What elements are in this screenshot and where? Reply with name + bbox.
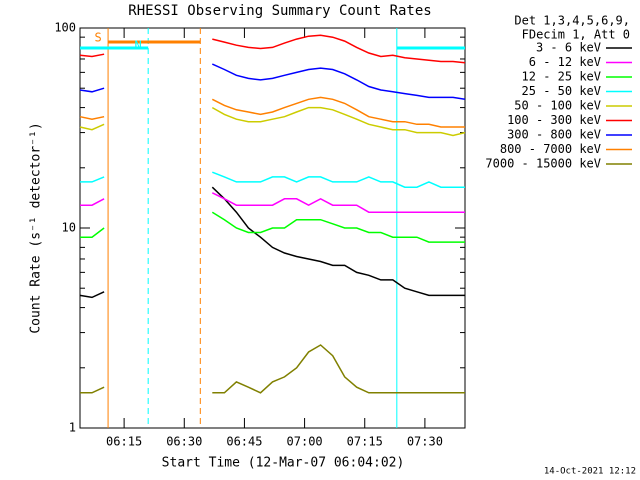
x-axis-label: Start Time (12-Mar-07 06:04:02) xyxy=(162,456,405,471)
y-tick-label: 1 xyxy=(69,421,76,435)
x-tick-label: 07:00 xyxy=(287,435,323,449)
series-line xyxy=(79,34,466,64)
annotation: S xyxy=(94,31,101,45)
legend-label: 12 - 25 keV xyxy=(522,70,601,84)
x-tick-label: 06:15 xyxy=(106,435,142,449)
legend-label: 300 - 800 keV xyxy=(507,128,601,142)
y-axis-label: Count Rate (s⁻¹ detector⁻¹) xyxy=(29,122,44,333)
y-tick-label: 100 xyxy=(54,21,76,35)
legend-header: FDecim 1, Att 0 xyxy=(522,28,630,42)
series-line xyxy=(80,171,465,188)
series-line xyxy=(80,211,465,243)
x-tick-label: 07:15 xyxy=(347,435,383,449)
x-tick-label: 06:30 xyxy=(166,435,202,449)
legend-label: 100 - 300 keV xyxy=(507,113,601,127)
x-tick-label: 07:30 xyxy=(407,435,443,449)
footer: 14-Oct-2021 12:12 xyxy=(544,467,636,477)
series-line xyxy=(80,192,465,213)
series-line xyxy=(79,106,466,137)
legend-label: 7000 - 15000 keV xyxy=(485,157,601,171)
legend-label: 6 - 12 keV xyxy=(529,55,601,69)
legend-label: 25 - 50 keV xyxy=(522,84,601,98)
annotation: N xyxy=(135,39,142,53)
x-tick-label: 06:45 xyxy=(226,435,262,449)
legend-label: 50 - 100 keV xyxy=(514,99,601,113)
y-tick-label: 10 xyxy=(62,221,76,235)
chart-title: RHESSI Observing Summary Count Rates xyxy=(128,3,431,19)
legend-label: 3 - 6 keV xyxy=(536,41,601,55)
series-line xyxy=(79,96,465,128)
series-line xyxy=(80,344,465,394)
legend-label: 800 - 7000 keV xyxy=(500,142,601,156)
legend-header: Det 1,3,4,5,6,9, xyxy=(514,14,630,28)
series-line xyxy=(79,63,466,101)
